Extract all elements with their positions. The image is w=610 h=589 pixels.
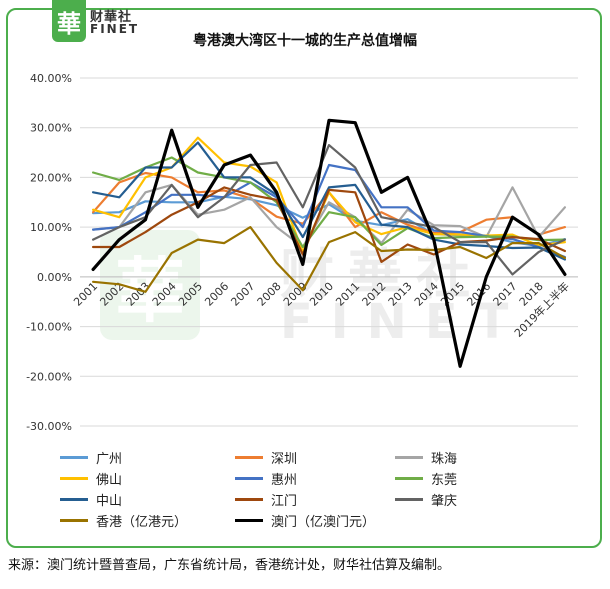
x-tick-label: 2003 [124, 280, 153, 309]
y-tick-label: 10.00% [30, 221, 72, 234]
line-chart: 40.00% 30.00% 20.00% 10.00% 0.00% -10.00% -20.… [26, 72, 578, 433]
legend-item: 珠海 [395, 448, 457, 467]
legend-label: 广州 [96, 452, 123, 467]
legend-item: 佛山 [60, 469, 122, 488]
legend-swatch [235, 456, 263, 459]
y-tick-label: -20.00% [26, 370, 72, 383]
legend-label: 佛山 [96, 473, 123, 488]
y-tick-label: 40.00% [30, 72, 72, 85]
legend-label: 澳门（亿澳门元） [271, 515, 376, 530]
series-line [91, 118, 567, 368]
chart-title: 粤港澳大湾区十一城的生产总值增幅 [193, 33, 417, 49]
finet-logo: 華 财華社 FINET [52, 0, 192, 46]
y-tick-label: -30.00% [26, 420, 72, 433]
x-tick-label: 2013 [386, 280, 415, 309]
legend-label: 珠海 [431, 452, 458, 467]
x-tick-label: 2005 [176, 280, 205, 309]
logo-chinese-text: 财華社 [90, 10, 133, 25]
y-tick-label: -10.00% [26, 321, 72, 334]
logo-english-text: FINET [90, 22, 140, 36]
x-tick-label: 2014 [412, 280, 441, 309]
x-tick-label: 2017 [491, 280, 520, 309]
legend-swatch [60, 456, 88, 459]
x-tick-label: 2008 [255, 280, 284, 309]
logo-badge-icon: 華 [52, 0, 86, 42]
y-tick-label: 20.00% [30, 171, 72, 184]
y-tick-label: 0.00% [37, 271, 72, 284]
x-tick-label: 2001 [71, 280, 100, 309]
legend-label: 东莞 [431, 473, 458, 488]
legend-swatch [60, 477, 88, 480]
legend-label: 惠州 [271, 473, 298, 488]
y-tick-label: 30.00% [30, 122, 72, 135]
chart-legend: 广州 深圳 珠海佛山 惠州 东莞中山 江门 肇庆香港（亿港元） 澳门（亿澳门元） [60, 448, 580, 538]
legend-item: 深圳 [235, 448, 297, 467]
legend-label: 深圳 [271, 452, 298, 467]
legend-swatch [235, 477, 263, 480]
series-line [91, 141, 567, 261]
watermark-english-text: FINET [280, 294, 527, 350]
legend-label: 中山 [96, 494, 123, 509]
x-tick-label: 2012 [360, 280, 389, 309]
series-line [91, 156, 567, 249]
legend-item: 东莞 [395, 469, 457, 488]
series-line [91, 144, 567, 276]
legend-swatch [60, 519, 88, 522]
legend-item: 香港（亿港元） [60, 511, 187, 530]
x-tick-label: 2004 [150, 280, 179, 309]
legend-swatch [235, 498, 263, 501]
series-line [91, 226, 567, 293]
legend-swatch [395, 498, 423, 501]
legend-item: 江门 [235, 490, 297, 509]
legend-item: 澳门（亿澳门元） [235, 511, 375, 530]
source-note: 来源：澳门统计暨普查局，广东省统计局，香港统计处，财华社估算及编制。 [8, 558, 451, 573]
legend-swatch [60, 498, 88, 501]
x-tick-label: 2007 [228, 280, 257, 309]
chart-frame [6, 8, 602, 548]
legend-swatch [395, 456, 423, 459]
legend-item: 广州 [60, 448, 122, 467]
series-line [91, 186, 567, 263]
legend-label: 香港（亿港元） [96, 515, 188, 530]
legend-item: 中山 [60, 490, 122, 509]
x-tick-label: 2006 [202, 280, 231, 309]
x-tick-label: 2011 [333, 280, 362, 309]
legend-label: 肇庆 [431, 494, 458, 509]
x-tick-label: 2010 [307, 280, 336, 309]
legend-swatch [235, 519, 263, 522]
legend-label: 江门 [271, 494, 298, 509]
legend-item: 惠州 [235, 469, 297, 488]
legend-item: 肇庆 [395, 490, 457, 509]
legend-swatch [395, 477, 423, 480]
